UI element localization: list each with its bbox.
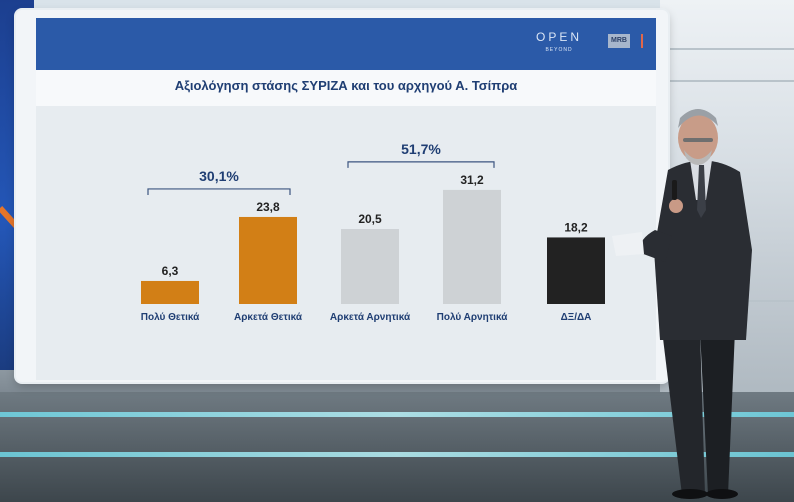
studio-floor bbox=[0, 392, 794, 502]
category-label: Πολύ Θετικά bbox=[141, 312, 200, 323]
backdrop-panel-line bbox=[660, 300, 794, 302]
floor-light-strip bbox=[0, 412, 794, 417]
bar-value-label: 31,2 bbox=[460, 173, 484, 187]
title-bar: Αξιολόγηση στάσης ΣΥΡΙΖΑ και του αρχηγού… bbox=[36, 70, 656, 106]
bar bbox=[341, 229, 399, 304]
floor-light-strip bbox=[0, 452, 794, 457]
bar bbox=[443, 189, 501, 304]
backdrop-panel-line bbox=[660, 80, 794, 82]
chart-title: Αξιολόγηση στάσης ΣΥΡΙΖΑ και του αρχηγού… bbox=[174, 78, 518, 93]
header-accent-bar bbox=[641, 34, 643, 48]
group-total-label: 30,1% bbox=[199, 168, 239, 184]
channel-logo-subtext: BEYOND bbox=[545, 47, 573, 53]
bar bbox=[547, 237, 605, 304]
backdrop-panel-line bbox=[660, 48, 794, 50]
channel-logo-text: OPEN bbox=[536, 30, 583, 44]
screen-header: OPEN BEYOND MRB bbox=[36, 18, 656, 70]
screen-content: OPEN BEYOND MRB Αξιολόγηση στάσης ΣΥΡΙΖΑ… bbox=[36, 18, 656, 380]
channel-logo: OPEN BEYOND bbox=[536, 31, 582, 56]
group-bracket bbox=[347, 161, 495, 168]
pollster-badge: MRB bbox=[608, 34, 630, 48]
bar-value-label: 20,5 bbox=[358, 212, 382, 226]
bar-value-label: 18,2 bbox=[564, 220, 588, 234]
category-label: ΔΞ/ΔΑ bbox=[561, 312, 592, 323]
bar-chart: 6,3 Πολύ Θετικά 23,8 Αρκετά Θετικά 20,5 Αρκετ… bbox=[141, 141, 605, 323]
bar bbox=[239, 216, 297, 304]
group-total-label: 51,7% bbox=[401, 141, 441, 157]
studio-backdrop-right bbox=[660, 0, 794, 400]
category-label: Αρκετά Αρνητικά bbox=[330, 312, 411, 323]
bar-value-label: 6,3 bbox=[162, 264, 179, 278]
bar bbox=[141, 280, 199, 304]
category-label: Αρκετά Θετικά bbox=[234, 312, 303, 323]
video-wall-screen: OPEN BEYOND MRB Αξιολόγηση στάσης ΣΥΡΙΖΑ… bbox=[16, 10, 668, 382]
category-label: Πολύ Αρνητικά bbox=[437, 312, 509, 323]
bar-value-label: 23,8 bbox=[256, 200, 280, 214]
group-bracket bbox=[147, 188, 291, 195]
